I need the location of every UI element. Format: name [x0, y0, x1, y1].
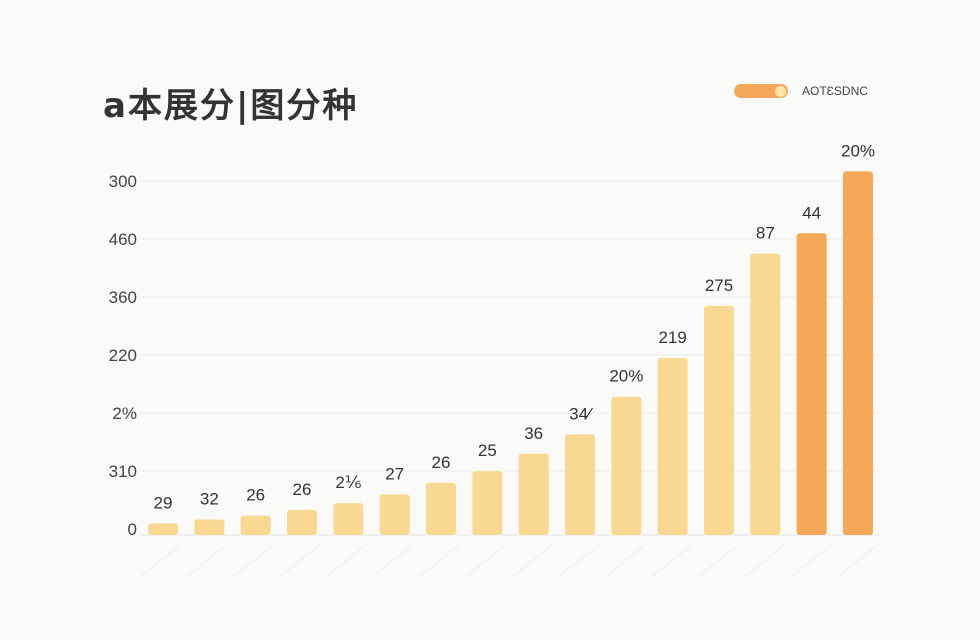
y-tick-label: 360: [109, 288, 137, 307]
decor-line: [232, 544, 274, 578]
data-label: 219: [658, 328, 686, 347]
chart-title: a本展分|图分种: [103, 86, 359, 126]
data-label: 32: [200, 490, 219, 509]
bar: [379, 494, 410, 535]
decor-line: [697, 544, 739, 578]
y-tick-label: 460: [109, 230, 137, 249]
decor-line: [325, 544, 367, 578]
y-tick-label: 2%: [112, 404, 137, 423]
decor-line: [558, 544, 599, 578]
data-label: 2⅙: [335, 473, 361, 492]
data-label: 275: [705, 276, 733, 295]
legend-knob: [775, 86, 786, 97]
y-tick-label: 220: [109, 346, 137, 365]
decor-line: [744, 544, 785, 578]
decor-line: [372, 544, 413, 578]
decor-line: [186, 544, 227, 578]
bar: [148, 523, 178, 535]
bar: [704, 305, 734, 535]
bar: [287, 509, 317, 535]
legend-label: AOTƐSDNC: [802, 84, 868, 98]
data-label: 20%: [841, 141, 875, 160]
decor-line: [418, 544, 460, 578]
data-label: 26: [293, 480, 312, 499]
decor-line: [837, 544, 878, 578]
decor-line: [790, 544, 832, 578]
decor-line: [279, 544, 320, 578]
data-label: 20%: [609, 367, 643, 386]
bar: [333, 503, 364, 535]
bar: [796, 233, 827, 536]
legend: AOTƐSDNC: [734, 84, 868, 98]
bar: [657, 358, 688, 535]
data-label: 29: [154, 493, 173, 512]
bar: [194, 519, 225, 535]
decor-line: [139, 544, 181, 578]
data-label: 44: [802, 203, 821, 222]
y-tick-label: 0: [128, 520, 137, 539]
bar: [426, 482, 456, 535]
bar: [843, 171, 873, 535]
decor-line: [604, 544, 646, 578]
bar: [518, 453, 549, 535]
data-label: 27: [385, 464, 404, 483]
data-label: 36: [524, 424, 543, 443]
data-label: 26: [432, 453, 451, 472]
decor-line: [651, 544, 692, 578]
data-label: 87: [756, 224, 775, 243]
decor-line: [465, 544, 506, 578]
data-label: 26: [246, 486, 265, 505]
bar: [611, 396, 642, 535]
bar: [750, 253, 781, 536]
y-tick-label: 310: [109, 462, 137, 481]
bar: [565, 434, 595, 535]
legend-swatch: [734, 84, 788, 98]
data-label: 25: [478, 441, 497, 460]
bar: [472, 471, 503, 535]
bar: [240, 515, 271, 535]
y-tick-label: 300: [109, 172, 137, 191]
data-label: 34⁄: [569, 404, 594, 423]
decor-line: [511, 544, 553, 578]
